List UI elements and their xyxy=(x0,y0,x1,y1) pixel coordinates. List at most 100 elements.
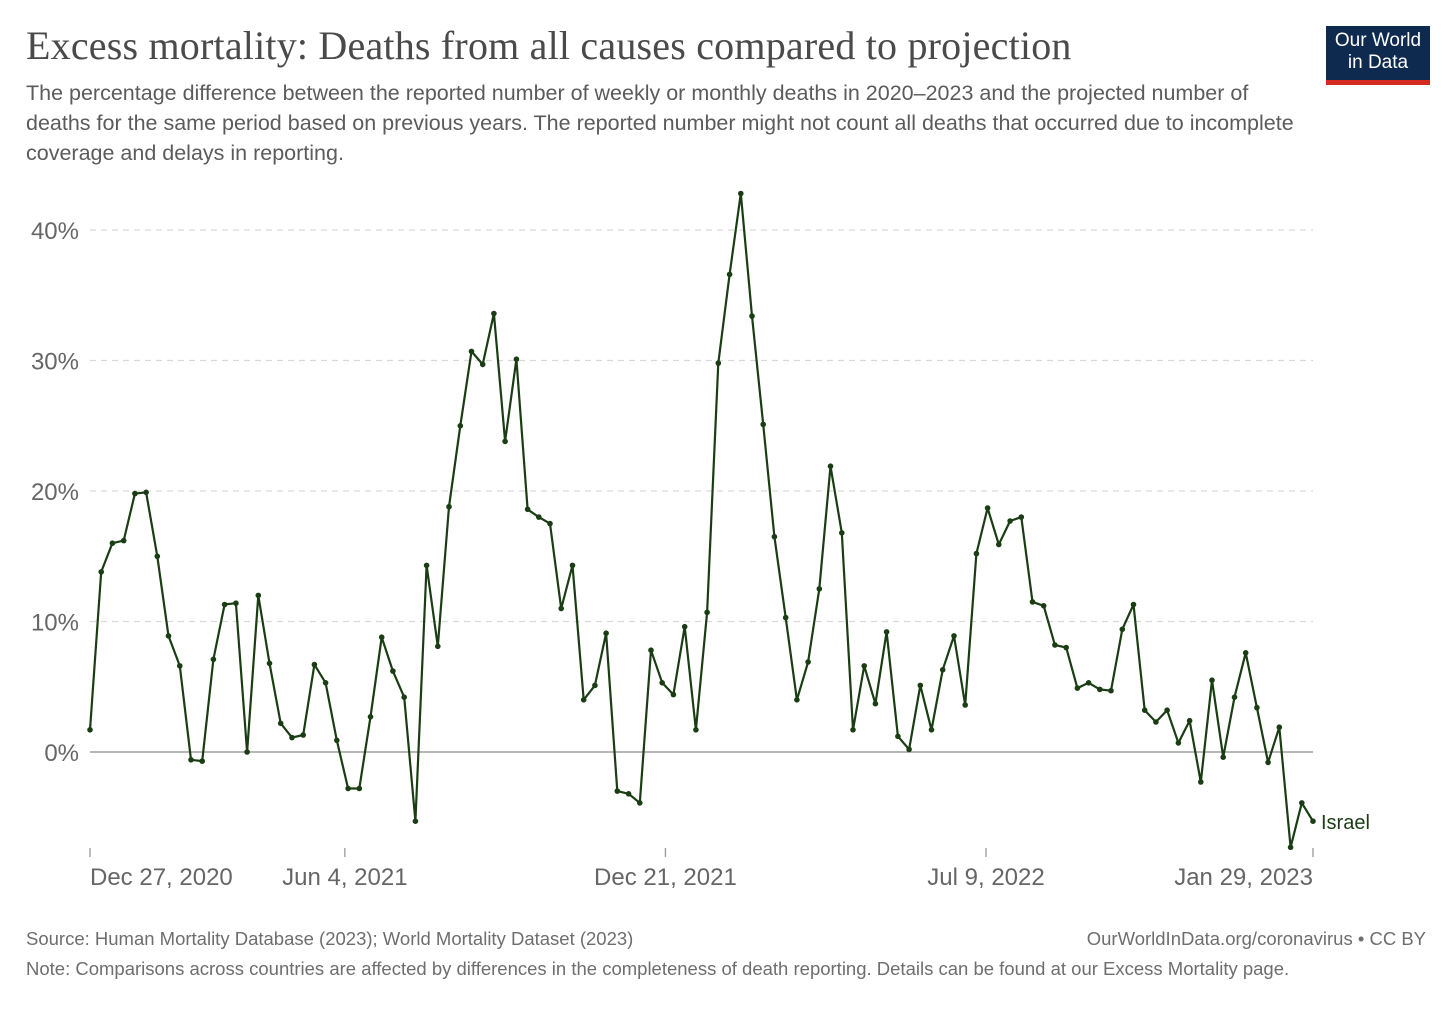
data-point xyxy=(883,629,890,635)
data-point xyxy=(827,463,834,470)
data-point xyxy=(446,503,452,510)
data-point xyxy=(1299,800,1305,806)
data-point xyxy=(1164,707,1170,713)
data-point xyxy=(895,733,901,740)
data-point xyxy=(760,421,766,428)
data-point xyxy=(367,714,374,720)
gridlines xyxy=(90,229,1313,753)
data-point xyxy=(928,727,935,733)
data-point xyxy=(637,800,643,806)
source-text: Source: Human Mortality Database (2023);… xyxy=(26,928,634,949)
data-point xyxy=(300,732,307,738)
data-point xyxy=(1231,694,1238,700)
data-point xyxy=(962,702,968,708)
series-end-label: Israel xyxy=(1321,812,1370,834)
data-point xyxy=(221,601,228,608)
series-line-israel xyxy=(88,192,1314,849)
series-israel: Israel xyxy=(87,190,1370,851)
data-point xyxy=(839,530,845,536)
data-point xyxy=(738,190,744,197)
data-point xyxy=(1198,779,1204,785)
data-point xyxy=(1119,626,1126,633)
data-point xyxy=(681,623,688,630)
data-point xyxy=(1276,724,1283,730)
data-point xyxy=(322,680,329,686)
credit-link[interactable]: OurWorldInData.org/coronavirus • CC BY xyxy=(1086,928,1426,949)
note-text: Note: Comparisons across countries are a… xyxy=(26,958,1290,979)
data-point xyxy=(1310,818,1316,824)
data-point xyxy=(277,720,284,727)
data-point xyxy=(580,697,587,703)
data-point xyxy=(996,541,1002,548)
data-point xyxy=(1265,759,1271,766)
data-point xyxy=(98,569,104,575)
data-point xyxy=(87,727,93,733)
data-point xyxy=(491,310,497,317)
data-point xyxy=(805,659,811,665)
data-point xyxy=(165,633,172,639)
data-point xyxy=(704,609,710,616)
data-point xyxy=(390,668,396,674)
data-point xyxy=(457,423,464,429)
data-point xyxy=(749,313,755,319)
data-point xyxy=(143,489,149,496)
data-point xyxy=(1242,650,1249,656)
y-tick-label: 0% xyxy=(44,740,79,767)
data-point xyxy=(1287,844,1294,851)
data-point xyxy=(1029,599,1036,605)
data-point xyxy=(479,361,486,368)
data-point xyxy=(255,592,262,599)
owid-logo[interactable]: Our World in Data xyxy=(1326,26,1430,85)
data-point xyxy=(569,562,576,569)
data-point xyxy=(1254,704,1260,711)
data-point xyxy=(592,682,598,689)
y-axis: 0% 10% 20% 30% 40% xyxy=(31,218,79,767)
data-point xyxy=(468,348,475,355)
data-point xyxy=(412,818,419,824)
data-point xyxy=(210,656,217,663)
data-point xyxy=(1153,719,1159,725)
data-point xyxy=(1007,518,1013,524)
data-point xyxy=(120,537,127,544)
chart-title: Excess mortality: Deaths from all causes… xyxy=(26,23,1072,68)
data-point xyxy=(154,553,161,560)
x-tick-label: Dec 27, 2020 xyxy=(90,864,233,891)
data-point xyxy=(614,788,621,794)
data-point xyxy=(378,634,385,640)
data-point xyxy=(1175,740,1182,746)
data-point xyxy=(435,643,441,650)
data-point xyxy=(648,647,654,653)
data-point xyxy=(782,614,789,621)
data-point xyxy=(1052,642,1058,648)
data-point xyxy=(266,660,273,667)
data-point xyxy=(1108,687,1114,694)
data-point xyxy=(513,356,520,363)
data-point xyxy=(939,667,946,673)
data-point xyxy=(244,749,250,755)
data-point xyxy=(603,630,609,636)
data-point xyxy=(502,438,508,445)
data-point xyxy=(109,540,116,546)
data-point xyxy=(132,490,138,497)
data-point xyxy=(1141,707,1148,713)
data-point xyxy=(1063,644,1069,651)
data-point xyxy=(334,737,340,744)
data-point xyxy=(1130,601,1137,608)
data-point xyxy=(1018,514,1025,520)
data-point xyxy=(311,661,318,668)
data-point xyxy=(1186,717,1193,724)
x-tick-label: Jun 4, 2021 xyxy=(282,864,407,891)
y-tick-label: 40% xyxy=(31,218,79,245)
logo-line-2: in Data xyxy=(1347,52,1409,73)
x-tick-label: Dec 21, 2021 xyxy=(594,864,737,891)
data-point xyxy=(850,727,856,733)
data-point xyxy=(547,520,553,527)
y-tick-label: 30% xyxy=(31,349,79,376)
logo-line-1: Our World xyxy=(1334,30,1422,51)
data-point xyxy=(872,700,879,707)
data-point xyxy=(917,682,924,689)
data-point xyxy=(625,791,632,797)
chart-subtitle: The percentage difference between the re… xyxy=(26,81,1294,165)
data-point xyxy=(233,600,239,606)
